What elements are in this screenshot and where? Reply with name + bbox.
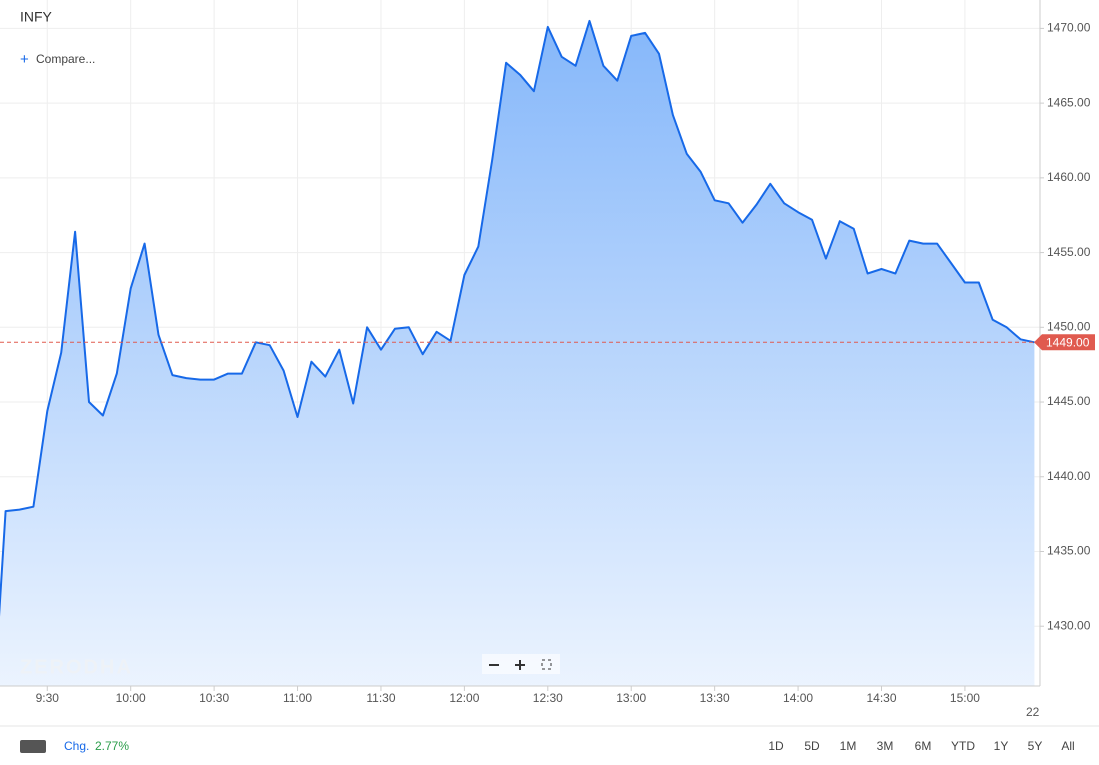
range-button[interactable]: 5D xyxy=(804,739,820,753)
y-tick-label: 1455.00 xyxy=(1047,245,1091,259)
x-tick-label: 12:00 xyxy=(449,691,479,705)
range-button[interactable]: 1D xyxy=(768,739,784,753)
x-tick-label: 12:30 xyxy=(533,691,563,705)
x-tick-label: 10:30 xyxy=(199,691,229,705)
price-line xyxy=(0,19,1035,617)
y-tick-label: 1465.00 xyxy=(1047,95,1091,109)
range-button[interactable]: 3M xyxy=(877,739,894,753)
y-tick-label: 1435.00 xyxy=(1047,544,1091,558)
x-tick-label: 11:30 xyxy=(366,691,395,705)
keyboard-icon[interactable] xyxy=(20,740,46,753)
y-tick-label: 1445.00 xyxy=(1047,394,1091,408)
x-tick-label: 9:30 xyxy=(36,691,60,705)
y-tick-label: 1450.00 xyxy=(1047,319,1091,333)
x-tick-label: 11:00 xyxy=(283,691,312,705)
watermark: ZERODHA xyxy=(20,656,133,678)
y-tick-label: 1470.00 xyxy=(1047,21,1091,35)
x-tick-label: 10:00 xyxy=(116,691,146,705)
last-price-marker xyxy=(1034,334,1095,351)
range-button[interactable]: 6M xyxy=(915,739,932,753)
range-button[interactable]: 1M xyxy=(840,739,857,753)
area xyxy=(0,20,1035,686)
change-label: Chg. xyxy=(64,739,89,753)
date-label: 22 xyxy=(1026,705,1040,719)
range-button[interactable]: All xyxy=(1061,739,1074,753)
x-tick-label: 13:30 xyxy=(700,691,730,705)
zoom-controls xyxy=(482,654,560,674)
change-value: 2.77% xyxy=(95,739,129,753)
zoom-reset[interactable] xyxy=(541,659,552,670)
y-tick-label: 1430.00 xyxy=(1047,618,1091,632)
range-button[interactable]: 5Y xyxy=(1028,739,1043,753)
y-tick-label: 1460.00 xyxy=(1047,170,1091,184)
chart-title: INFY xyxy=(20,9,53,25)
range-button[interactable]: 1Y xyxy=(994,739,1009,753)
x-tick-label: 15:00 xyxy=(950,691,980,705)
compare-button[interactable]: Compare... xyxy=(36,52,95,66)
x-tick-label: 13:00 xyxy=(616,691,646,705)
compare-icon[interactable]: + xyxy=(20,51,29,68)
x-tick-label: 14:00 xyxy=(783,691,813,705)
range-button[interactable]: YTD xyxy=(951,739,975,753)
last-price-label: 1449.00 xyxy=(1046,335,1090,349)
x-tick-label: 14:30 xyxy=(866,691,896,705)
y-tick-label: 1440.00 xyxy=(1047,469,1091,483)
